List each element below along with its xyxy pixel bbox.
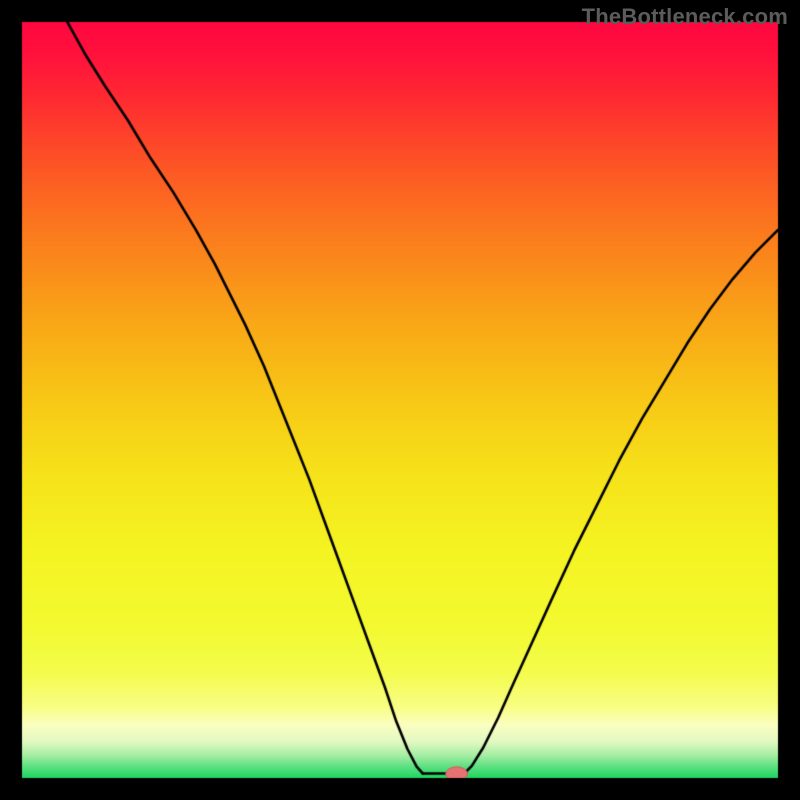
watermark-label: TheBottleneck.com — [582, 4, 788, 30]
bottleneck-chart-canvas — [0, 0, 800, 800]
chart-container: TheBottleneck.com — [0, 0, 800, 800]
